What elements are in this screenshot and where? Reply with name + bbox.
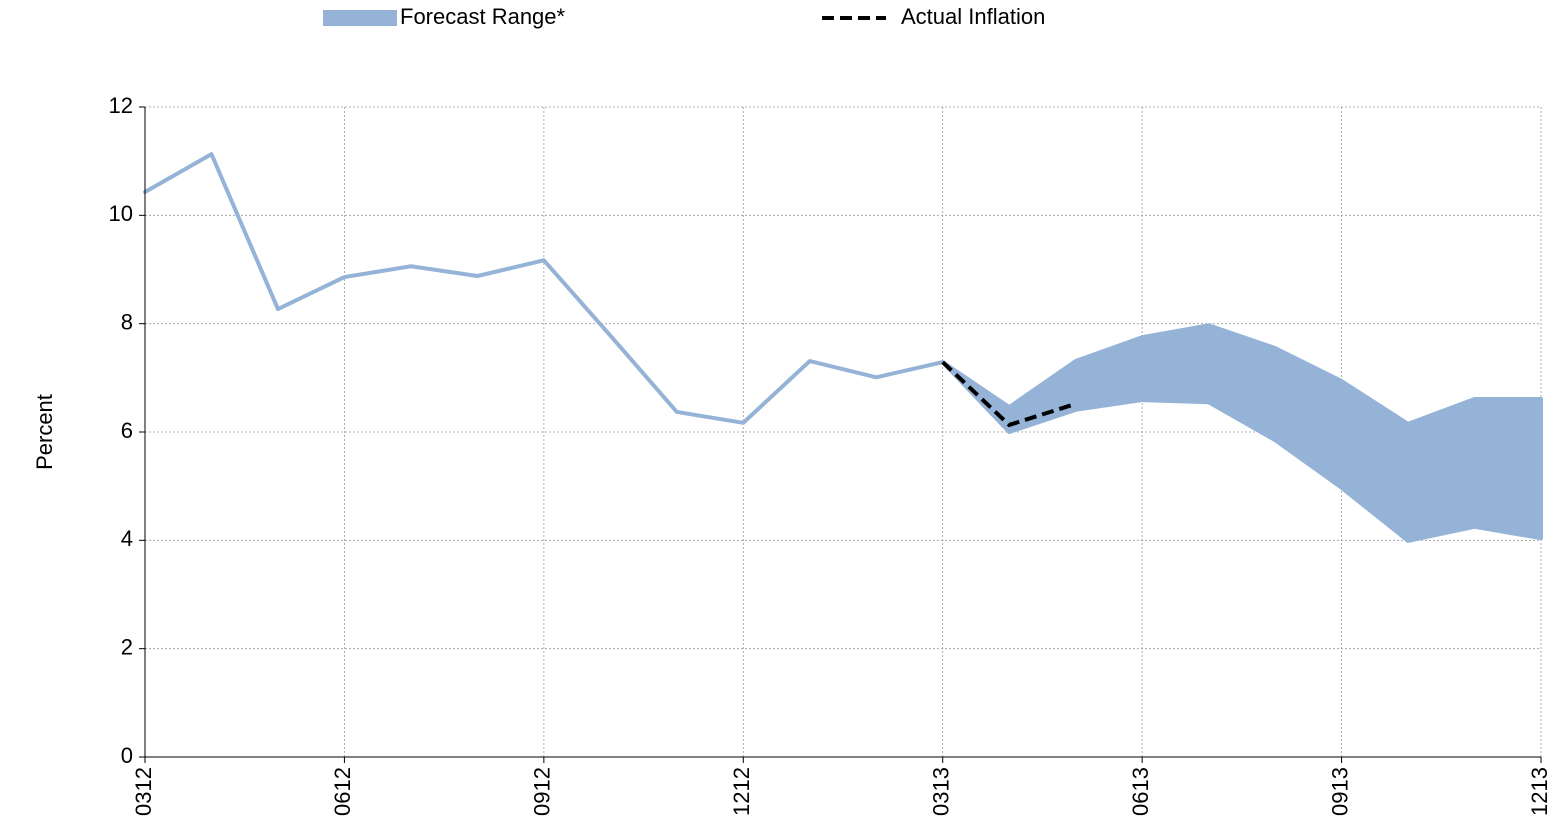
- y-tick-label: 6: [121, 418, 133, 443]
- forecast-band: [143, 152, 1543, 543]
- x-tick-label: 1213: [1527, 767, 1552, 816]
- legend-label: Actual Inflation: [901, 4, 1045, 29]
- legend-swatch: [323, 10, 397, 26]
- y-tick-label: 10: [109, 201, 133, 226]
- y-tick-label: 8: [121, 309, 133, 334]
- x-tick-label: 0912: [530, 767, 555, 816]
- y-tick-label: 12: [109, 93, 133, 118]
- y-axis-label: Percent: [32, 394, 57, 470]
- x-tick-label: 0313: [929, 767, 954, 816]
- x-tick-label: 0612: [330, 767, 355, 816]
- actual-line: [941, 360, 1077, 428]
- y-tick-label: 4: [121, 526, 133, 551]
- x-tick-label: 0613: [1128, 767, 1153, 816]
- y-tick-label: 0: [121, 743, 133, 768]
- x-tick-label: 1212: [729, 767, 754, 816]
- y-tick-label: 2: [121, 634, 133, 659]
- x-tick-label: 0913: [1327, 767, 1352, 816]
- legend-label: Forecast Range*: [400, 4, 566, 29]
- x-tick-label: 0312: [131, 767, 156, 816]
